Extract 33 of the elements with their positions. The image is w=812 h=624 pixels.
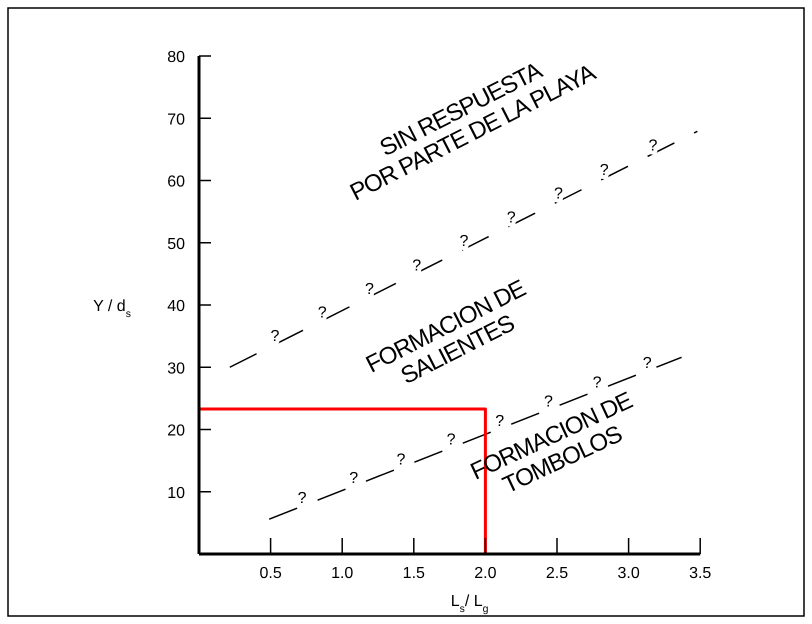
y-tick-label: 60: [167, 174, 186, 190]
annotation: ?: [554, 186, 563, 203]
annotation: ?: [544, 394, 553, 411]
y-tick-label: 50: [167, 236, 186, 253]
x-tick-label: 0.5: [259, 565, 282, 582]
y-tick-label: 30: [167, 360, 186, 378]
annotation: ?: [270, 328, 280, 346]
x-tick-label: 2.5: [546, 565, 568, 582]
annotation: ?: [318, 304, 327, 322]
annotation: ?: [592, 374, 602, 392]
annotation: ?: [364, 280, 374, 298]
y-tick-label: 70: [167, 111, 186, 128]
annotation: ?: [298, 490, 307, 508]
annotation: ?: [600, 162, 609, 180]
y-tick-label: 10: [167, 484, 186, 502]
x-tick-label: 1.0: [331, 565, 354, 582]
y-tick-label: 40: [167, 298, 186, 315]
y-axis-title: Y / d$_{s}$: [93, 298, 131, 320]
x-tick-label: 1.5: [402, 565, 426, 582]
x-tick-label: 2.0: [474, 565, 497, 582]
y-tick-label: 80: [167, 49, 186, 66]
annotation: ?: [642, 354, 652, 372]
x-tick-label: 3.0: [617, 565, 640, 582]
annotation: ?: [446, 432, 456, 449]
annotation: ?: [459, 232, 468, 250]
x-axis-title: L$_{s}$/ L$_{g}$: [450, 593, 489, 614]
annotation: ?: [412, 257, 422, 274]
annotation: ?: [506, 209, 516, 226]
y-tick-label: 20: [167, 422, 186, 440]
annotation: ?: [648, 138, 658, 155]
annotation: ?: [349, 470, 358, 488]
x-tick-label: 3.5: [689, 565, 712, 582]
annotation: ?: [396, 451, 406, 468]
